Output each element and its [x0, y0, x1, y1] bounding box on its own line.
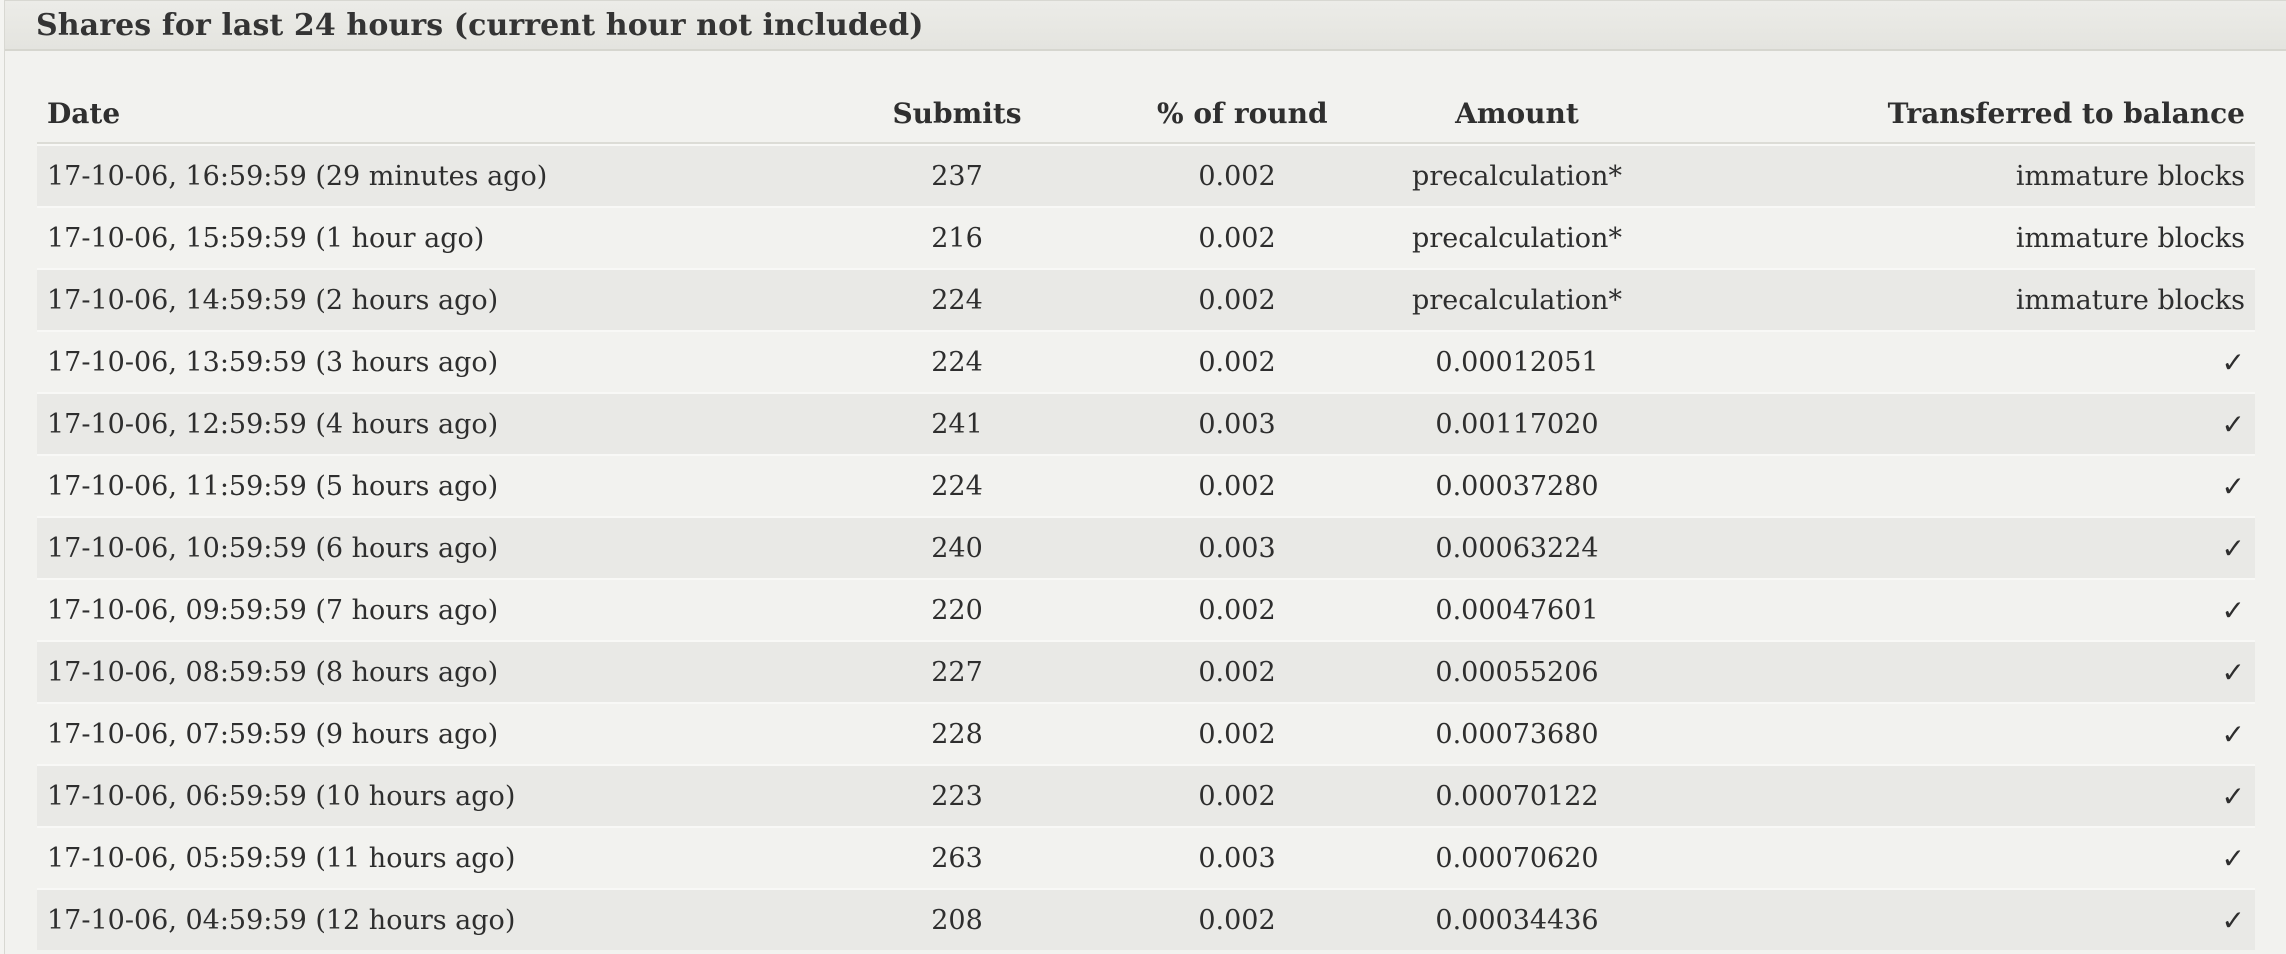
- cell-amount: precalculation*: [1412, 284, 1622, 316]
- cell-date: 17-10-06, 05:59:59 (11 hours ago): [47, 842, 516, 874]
- cell-submits: 228: [931, 718, 983, 750]
- header-transferred: Transferred to balance: [1887, 97, 2245, 130]
- cell-percent: 0.002: [1198, 656, 1276, 688]
- cell-amount: 0.00055206: [1435, 656, 1599, 688]
- table-row: 17-10-06, 09:59:59 (7 hours ago) 220 0.0…: [37, 578, 2255, 640]
- cell-date: 17-10-06, 04:59:59 (12 hours ago): [47, 904, 516, 936]
- check-icon: ✓: [2221, 345, 2245, 379]
- shares-table: Date Submits % of round Amount Transferr…: [37, 81, 2255, 950]
- cell-percent: 0.002: [1198, 904, 1276, 936]
- cell-percent: 0.002: [1198, 160, 1276, 192]
- check-icon: ✓: [2221, 903, 2245, 937]
- cell-amount: 0.00073680: [1435, 718, 1599, 750]
- cell-percent: 0.002: [1198, 346, 1276, 378]
- cell-date: 17-10-06, 08:59:59 (8 hours ago): [47, 656, 499, 688]
- table-row: 17-10-06, 07:59:59 (9 hours ago) 228 0.0…: [37, 702, 2255, 764]
- header-amount: Amount: [1455, 97, 1579, 130]
- cell-percent: 0.003: [1198, 408, 1276, 440]
- check-icon: ✓: [2221, 407, 2245, 441]
- cell-date: 17-10-06, 09:59:59 (7 hours ago): [47, 594, 499, 626]
- cell-submits: 224: [931, 284, 983, 316]
- table-row: 17-10-06, 15:59:59 (1 hour ago) 216 0.00…: [37, 206, 2255, 268]
- cell-submits: 223: [931, 780, 983, 812]
- cell-date: 17-10-06, 10:59:59 (6 hours ago): [47, 532, 499, 564]
- table-row: 17-10-06, 08:59:59 (8 hours ago) 227 0.0…: [37, 640, 2255, 702]
- table-row: 17-10-06, 05:59:59 (11 hours ago) 263 0.…: [37, 826, 2255, 888]
- cell-date: 17-10-06, 06:59:59 (10 hours ago): [47, 780, 516, 812]
- cell-date: 17-10-06, 16:59:59 (29 minutes ago): [47, 160, 548, 192]
- cell-submits: 240: [931, 532, 983, 564]
- cell-amount: 0.00012051: [1435, 346, 1599, 378]
- cell-submits: 224: [931, 346, 983, 378]
- cell-percent: 0.002: [1198, 470, 1276, 502]
- header-date: Date: [47, 97, 121, 130]
- cell-submits: 216: [931, 222, 983, 254]
- cell-percent: 0.002: [1198, 718, 1276, 750]
- check-icon: ✓: [2221, 469, 2245, 503]
- cell-submits: 237: [931, 160, 983, 192]
- check-icon: ✓: [2221, 593, 2245, 627]
- cell-amount: 0.00034436: [1435, 904, 1599, 936]
- panel-title: Shares for last 24 hours (current hour n…: [36, 7, 924, 43]
- table-row: 17-10-06, 12:59:59 (4 hours ago) 241 0.0…: [37, 392, 2255, 454]
- cell-percent: 0.003: [1198, 532, 1276, 564]
- cell-transferred: immature blocks: [2015, 284, 2245, 316]
- cell-submits: 241: [931, 408, 983, 440]
- table-header-row: Date Submits % of round Amount Transferr…: [37, 81, 2255, 144]
- cell-transferred: immature blocks: [2015, 222, 2245, 254]
- table-row: 17-10-06, 11:59:59 (5 hours ago) 224 0.0…: [37, 454, 2255, 516]
- header-submits: Submits: [892, 97, 1022, 130]
- cell-amount: 0.00063224: [1435, 532, 1599, 564]
- cell-percent: 0.002: [1198, 594, 1276, 626]
- cell-date: 17-10-06, 12:59:59 (4 hours ago): [47, 408, 499, 440]
- cell-percent: 0.002: [1198, 284, 1276, 316]
- cell-submits: 220: [931, 594, 983, 626]
- cell-date: 17-10-06, 14:59:59 (2 hours ago): [47, 284, 499, 316]
- shares-panel: Shares for last 24 hours (current hour n…: [4, 0, 2286, 954]
- cell-submits: 208: [931, 904, 983, 936]
- cell-percent: 0.002: [1198, 780, 1276, 812]
- cell-amount: 0.00070620: [1435, 842, 1599, 874]
- cell-date: 17-10-06, 11:59:59 (5 hours ago): [47, 470, 499, 502]
- cell-amount: precalculation*: [1412, 222, 1622, 254]
- table-row: 17-10-06, 13:59:59 (3 hours ago) 224 0.0…: [37, 330, 2255, 392]
- check-icon: ✓: [2221, 655, 2245, 689]
- cell-submits: 224: [931, 470, 983, 502]
- table-row: 17-10-06, 04:59:59 (12 hours ago) 208 0.…: [37, 888, 2255, 950]
- cell-amount: 0.00117020: [1435, 408, 1599, 440]
- cell-date: 17-10-06, 07:59:59 (9 hours ago): [47, 718, 499, 750]
- cell-amount: precalculation*: [1412, 160, 1622, 192]
- cell-amount: 0.00070122: [1435, 780, 1599, 812]
- table-row: 17-10-06, 16:59:59 (29 minutes ago) 237 …: [37, 144, 2255, 206]
- cell-date: 17-10-06, 13:59:59 (3 hours ago): [47, 346, 499, 378]
- check-icon: ✓: [2221, 779, 2245, 813]
- check-icon: ✓: [2221, 717, 2245, 751]
- table-row: 17-10-06, 10:59:59 (6 hours ago) 240 0.0…: [37, 516, 2255, 578]
- table-row: 17-10-06, 06:59:59 (10 hours ago) 223 0.…: [37, 764, 2255, 826]
- header-percent-of-round: % of round: [1157, 97, 1328, 130]
- cell-date: 17-10-06, 15:59:59 (1 hour ago): [47, 222, 485, 254]
- cell-percent: 0.002: [1198, 222, 1276, 254]
- cell-percent: 0.003: [1198, 842, 1276, 874]
- cell-amount: 0.00047601: [1435, 594, 1599, 626]
- cell-amount: 0.00037280: [1435, 470, 1599, 502]
- table-row: 17-10-06, 14:59:59 (2 hours ago) 224 0.0…: [37, 268, 2255, 330]
- check-icon: ✓: [2221, 531, 2245, 565]
- check-icon: ✓: [2221, 841, 2245, 875]
- cell-submits: 227: [931, 656, 983, 688]
- cell-transferred: immature blocks: [2015, 160, 2245, 192]
- panel-header: Shares for last 24 hours (current hour n…: [5, 1, 2286, 51]
- cell-submits: 263: [931, 842, 983, 874]
